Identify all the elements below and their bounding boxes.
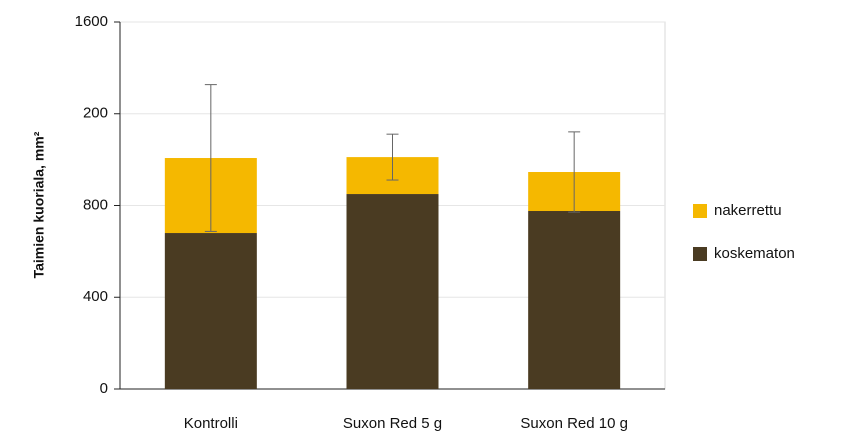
legend-label: nakerrettu [714,202,782,219]
y-tick-label: 1600 [75,13,108,30]
y-axis-label: Taimien kuoriala, mm² [31,131,47,278]
y-tick-label: 0 [100,380,108,397]
y-tick-label: 800 [83,196,108,213]
x-tick-label: Suxon Red 5 g [343,415,442,432]
legend-label: koskematon [714,245,795,262]
bar-segment [164,233,257,389]
y-tick-label: 400 [83,288,108,305]
x-tick-label: Suxon Red 10 g [520,415,628,432]
bar-segment [528,211,621,389]
legend-swatch [693,247,707,261]
y-tick-label: 200 [83,105,108,122]
bar-segment [346,194,439,389]
legend-swatch [693,204,707,218]
x-tick-label: Kontrolli [184,415,238,432]
